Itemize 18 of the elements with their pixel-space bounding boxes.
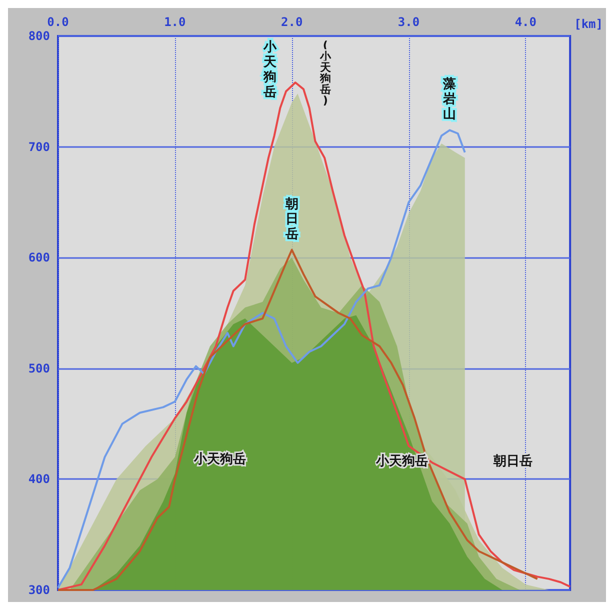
annotation: 朝日岳 [284,196,298,242]
y-tick-label: 500 [28,361,50,376]
y-tick-label: 400 [28,472,50,486]
annotation: 小天狗岳 [193,451,246,467]
x-tick-label: 3.0 [398,15,420,29]
annotation: 藻岩山 [442,76,456,122]
y-tick-label: 800 [28,29,50,43]
y-tick-label: 300 [28,583,50,597]
annotation: 朝日岳 [492,453,532,469]
annotation: 小天狗岳 [375,453,428,469]
x-axis-title: [km] [574,17,604,31]
annotation: 小天狗岳 [262,40,278,100]
x-tick-label: 2.0 [280,15,303,29]
x-tick-label: 1.0 [164,15,186,29]
y-tick-label: 600 [28,250,50,265]
x-tick-label: 4.0 [514,15,537,29]
x-tick-label: 0.0 [47,15,69,29]
y-tick-label: 700 [28,140,50,154]
